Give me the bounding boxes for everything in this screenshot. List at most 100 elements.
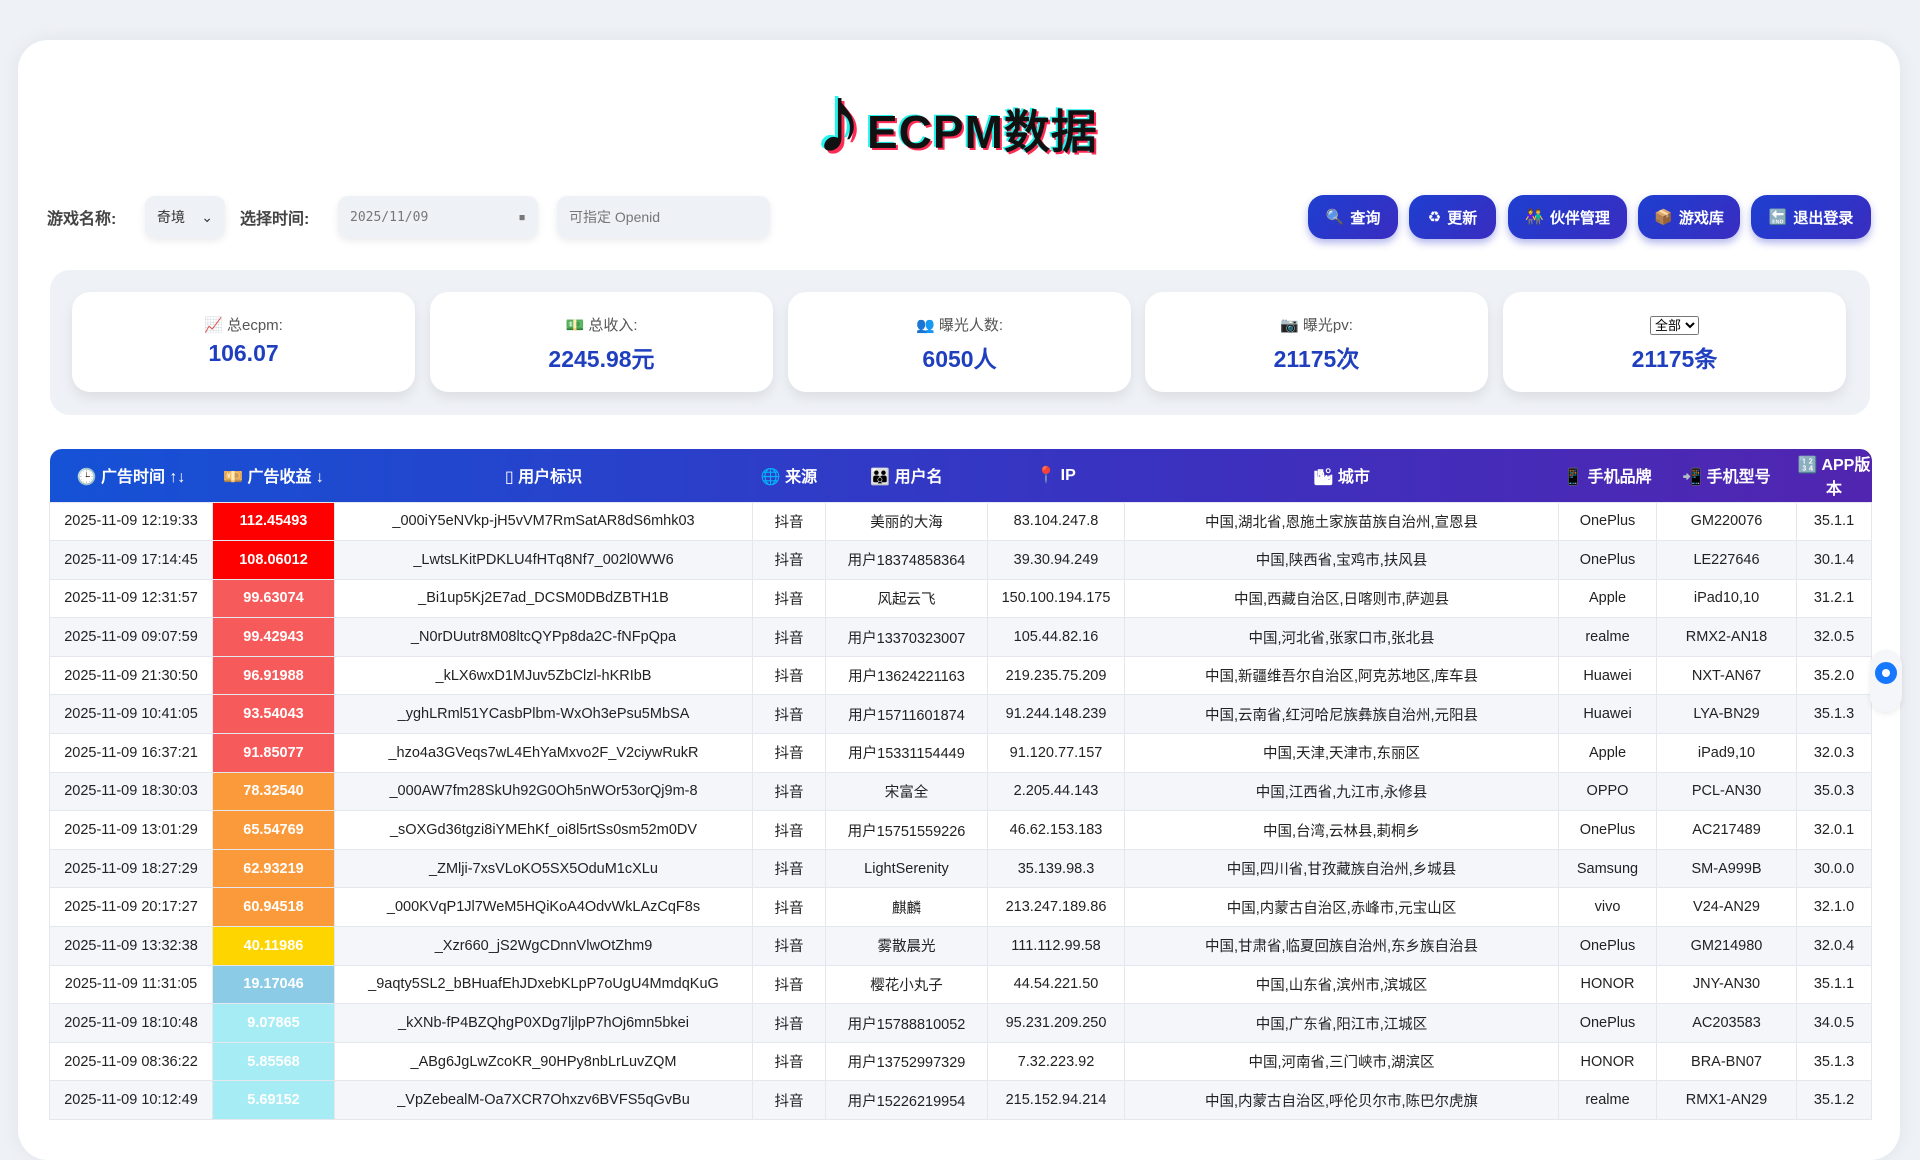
cell-ip: 7.32.223.92 (987, 1041, 1125, 1082)
cell-app-version: 35.1.2 (1796, 1080, 1872, 1120)
cell-username: 用户13752997329 (825, 1041, 988, 1082)
cell-source: 抖音 (752, 578, 826, 619)
source-icon: 🌐 (760, 469, 781, 487)
table-row: 2025-11-09 18:10:48 9.07865 _kXNb-fP4BZQhg… (49, 1003, 1872, 1043)
cell-ad-time: 2025-11-09 16:37:21 (49, 733, 213, 773)
stat-total-income: 💵 总收入: 2245.98元 (430, 292, 773, 392)
cell-app-version: 35.1.3 (1796, 694, 1872, 735)
ad-time-icon: 🕒 (76, 469, 97, 487)
cell-ad-revenue: 5.85568 (212, 1041, 335, 1082)
cell-username: 用户15788810052 (825, 1003, 988, 1043)
cell-user-id: _Xzr660_jS2WgCDnnVlwOtZhm9 (334, 926, 753, 966)
cell-ad-revenue: 112.45493 (212, 501, 335, 542)
partner-management-button[interactable]: 👫 伙伴管理 (1508, 195, 1627, 239)
cell-ip: 83.104.247.8 (987, 501, 1125, 542)
cell-source: 抖音 (752, 1080, 826, 1120)
cell-user-id: _LwtsLKitPDKLU4fHTq8Nf7_002l0WW6 (334, 540, 753, 580)
cell-user-id: _9aqty5SL2_bBHuafEhJDxebKLpP7oUgU4MmdqKu… (334, 964, 753, 1005)
cell-ip: 213.247.189.86 (987, 887, 1125, 928)
cell-ip: 150.100.194.175 (987, 578, 1125, 619)
cell-ip: 39.30.94.249 (987, 540, 1125, 580)
cell-phone-brand: OnePlus (1558, 810, 1657, 850)
cell-city: 中国,陕西省,宝鸡市,扶风县 (1124, 540, 1559, 580)
table-row: 2025-11-09 13:32:38 40.11986 _Xzr660_jS2Wg… (49, 926, 1872, 966)
cell-user-id: _ABg6JgLwZcoKR_90HPy8nbLrLuvZQM (334, 1041, 753, 1082)
cell-phone-model: iPad9,10 (1656, 733, 1797, 773)
cell-ad-revenue: 78.32540 (212, 771, 335, 812)
cell-source: 抖音 (752, 617, 826, 657)
game-select[interactable]: 奇境 ⌄ (145, 196, 225, 238)
money-icon: 💵 (565, 317, 585, 334)
cell-ad-revenue: 19.17046 (212, 964, 335, 1005)
cell-city: 中国,内蒙古自治区,呼伦贝尔市,陈巴尔虎旗 (1124, 1080, 1559, 1120)
cell-ad-revenue: 99.42943 (212, 617, 335, 657)
cell-ad-time: 2025-11-09 13:32:38 (49, 926, 213, 966)
cell-ad-time: 2025-11-09 10:41:05 (49, 694, 213, 735)
cell-phone-model: NXT-AN67 (1656, 655, 1797, 696)
cell-app-version: 35.2.0 (1796, 655, 1872, 696)
cell-user-id: _000iY5eNVkp-jH5vVM7RmSatAR8dS6mhk03 (334, 501, 753, 542)
cell-city: 中国,天津,天津市,东丽区 (1124, 733, 1559, 773)
cell-ad-time: 2025-11-09 12:31:57 (49, 578, 213, 619)
phone-model-icon: 📲 (1682, 469, 1703, 487)
table-row: 2025-11-09 11:31:05 19.17046 _9aqty5SL2_bB… (49, 964, 1872, 1005)
table-row: 2025-11-09 10:12:49 5.69152 _VpZebealM-Oa7… (49, 1080, 1872, 1120)
cell-app-version: 35.0.3 (1796, 771, 1872, 812)
cell-username: 用户13370323007 (825, 617, 988, 657)
users-icon: 👥 (915, 317, 935, 334)
cell-username: 用户13624221163 (825, 655, 988, 696)
people-icon: 👫 (1525, 209, 1544, 226)
game-library-button[interactable]: 📦 游戏库 (1638, 195, 1740, 239)
cell-city: 中国,江西省,九江市,永修县 (1124, 771, 1559, 812)
cell-ip: 46.62.153.183 (987, 810, 1125, 850)
cell-phone-brand: HONOR (1558, 1041, 1657, 1082)
filter-select[interactable]: 全部 (1650, 316, 1699, 335)
query-button[interactable]: 🔍 查询 (1308, 195, 1398, 239)
update-button[interactable]: ♻ 更新 (1409, 195, 1496, 239)
cell-phone-brand: Samsung (1558, 848, 1657, 889)
app-version-icon: 🔢 (1797, 457, 1818, 475)
cell-username: 樱花小丸子 (825, 964, 988, 1005)
cell-user-id: _kXNb-fP4BZQhgP0XDg7ljlpP7hOj6mn5bkei (334, 1003, 753, 1043)
cell-ad-time: 2025-11-09 20:17:27 (49, 887, 213, 928)
date-input[interactable]: 2025/11/09 ▪ (338, 196, 538, 238)
cell-username: 用户15331154449 (825, 733, 988, 773)
cell-ad-time: 2025-11-09 18:27:29 (49, 848, 213, 889)
cell-ad-revenue: 60.94518 (212, 887, 335, 928)
cell-ad-revenue: 91.85077 (212, 733, 335, 773)
city-icon: 🏙 (1313, 469, 1334, 487)
chat-bubble-icon[interactable] (1875, 662, 1897, 684)
cell-user-id: _VpZebealM-Oa7XCR7Ohxzv6BVFS5qGvBu (334, 1080, 753, 1120)
cell-user-id: _N0rDUutr8M08ltcQYPp8da2C-fNFpQpa (334, 617, 753, 657)
cell-username: 用户15711601874 (825, 694, 988, 735)
cell-ad-time: 2025-11-09 08:36:22 (49, 1041, 213, 1082)
cell-username: 风起云飞 (825, 578, 988, 619)
logout-button[interactable]: 🔚 退出登录 (1751, 195, 1871, 239)
cell-phone-model: RMX1-AN29 (1656, 1080, 1797, 1120)
cell-app-version: 32.1.0 (1796, 887, 1872, 928)
cell-user-id: _hzo4a3GVeqs7wL4EhYaMxvo2F_V2ciywRukR (334, 733, 753, 773)
cell-phone-model: AC203583 (1656, 1003, 1797, 1043)
cell-app-version: 32.0.3 (1796, 733, 1872, 773)
cell-phone-model: RMX2-AN18 (1656, 617, 1797, 657)
cell-source: 抖音 (752, 1003, 826, 1043)
column-header-ad-time[interactable]: 🕒 广告时间 ↑↓ (76, 469, 186, 487)
cell-phone-brand: vivo (1558, 887, 1657, 928)
cell-phone-model: GM220076 (1656, 501, 1797, 542)
cell-app-version: 30.0.0 (1796, 848, 1872, 889)
cell-phone-model: BRA-BN07 (1656, 1041, 1797, 1082)
cell-ad-revenue: 5.69152 (212, 1080, 335, 1120)
column-header-source: 🌐 来源 (760, 469, 818, 487)
tiktok-note-icon: ♪ (815, 66, 863, 173)
floating-widget[interactable] (1870, 650, 1902, 712)
cell-app-version: 31.2.1 (1796, 578, 1872, 619)
cell-ip: 91.244.148.239 (987, 694, 1125, 735)
cell-ip: 105.44.82.16 (987, 617, 1125, 657)
cell-ip: 2.205.44.143 (987, 771, 1125, 812)
cell-ad-revenue: 40.11986 (212, 926, 335, 966)
cell-username: 用户15226219954 (825, 1080, 988, 1120)
table-row: 2025-11-09 12:19:33 112.45493 _000iY5eNVkp… (49, 501, 1872, 542)
cell-ad-time: 2025-11-09 21:30:50 (49, 655, 213, 696)
column-header-ad-revenue[interactable]: 💴 广告收益 ↓ (223, 469, 324, 487)
openid-input[interactable]: 可指定 Openid (557, 196, 770, 238)
